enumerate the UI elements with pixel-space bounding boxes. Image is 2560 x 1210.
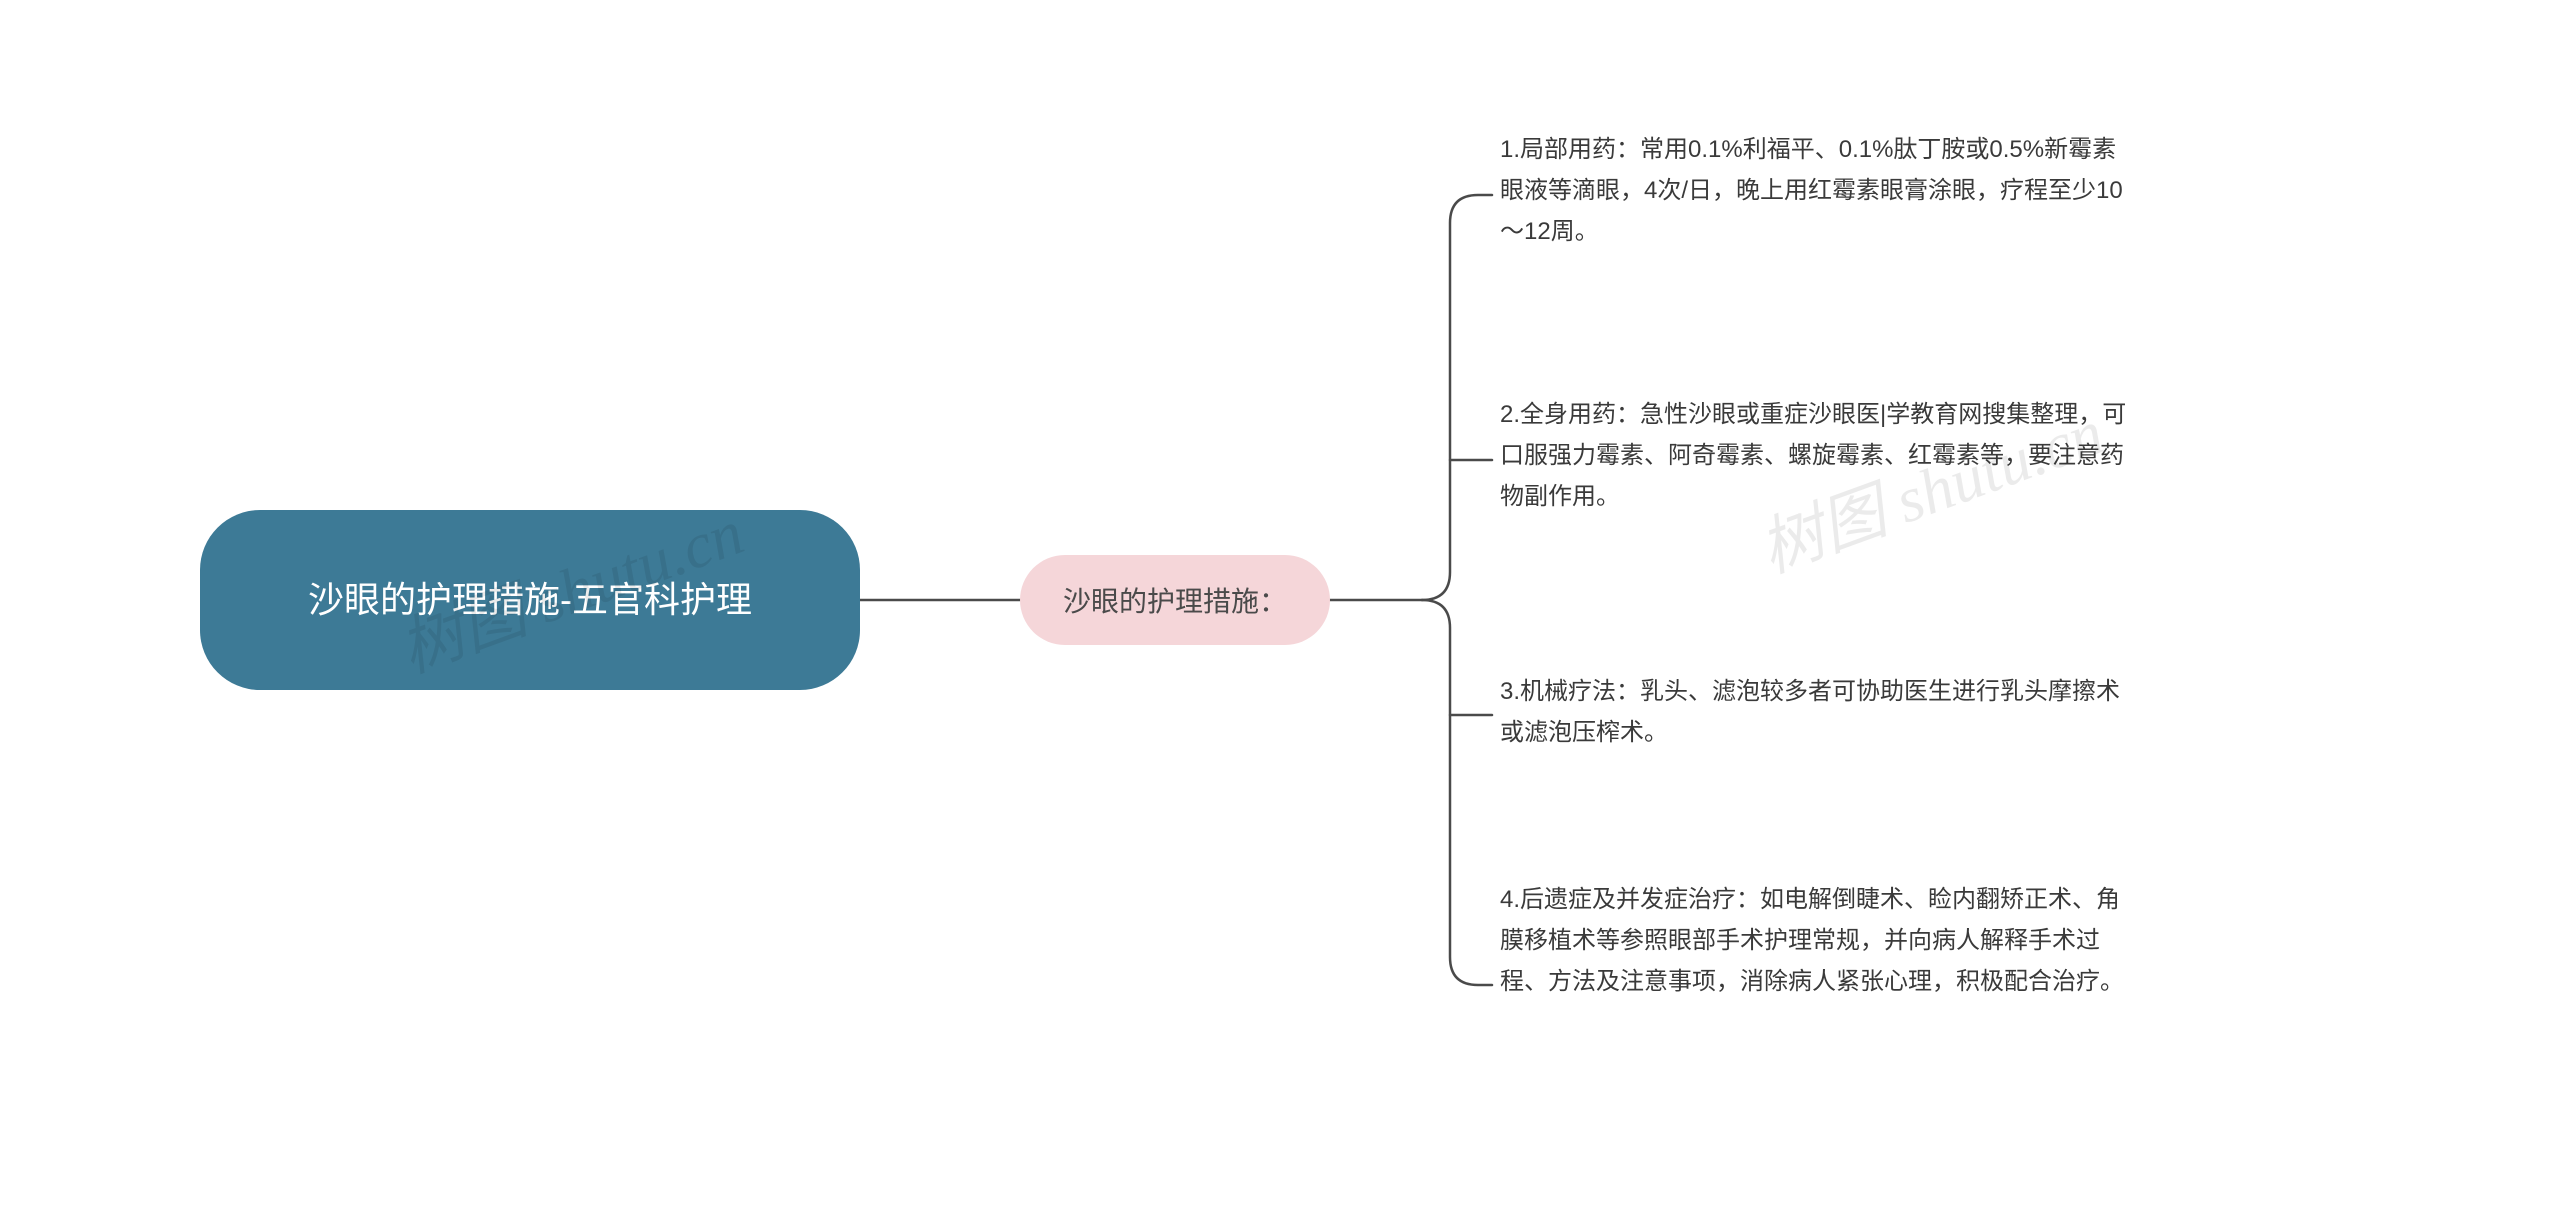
leaf-text: 3.机械疗法：乳头、滤泡较多者可协助医生进行乳头摩擦术或滤泡压榨术。 bbox=[1500, 678, 2120, 746]
leaf-text: 1.局部用药：常用0.1%利福平、0.1%肽丁胺或0.5%新霉素眼液等滴眼，4次… bbox=[1500, 136, 2123, 245]
root-text: 沙眼的护理措施-五官科护理 bbox=[308, 573, 752, 627]
sub-text: 沙眼的护理措施： bbox=[1063, 580, 1287, 620]
leaf-node-3[interactable]: 3.机械疗法：乳头、滤泡较多者可协助医生进行乳头摩擦术或滤泡压榨术。 bbox=[1500, 672, 2140, 754]
leaf-text: 4.后遗症及并发症治疗：如电解倒睫术、睑内翻矫正术、角膜移植术等参照眼部手术护理… bbox=[1500, 886, 2124, 995]
sub-node[interactable]: 沙眼的护理措施： bbox=[1020, 555, 1330, 645]
leaf-node-2[interactable]: 2.全身用药：急性沙眼或重症沙眼医|学教育网搜集整理，可口服强力霉素、阿奇霉素、… bbox=[1500, 395, 2140, 517]
leaf-node-1[interactable]: 1.局部用药：常用0.1%利福平、0.1%肽丁胺或0.5%新霉素眼液等滴眼，4次… bbox=[1500, 130, 2140, 252]
root-node[interactable]: 沙眼的护理措施-五官科护理 bbox=[200, 510, 860, 690]
leaf-node-4[interactable]: 4.后遗症及并发症治疗：如电解倒睫术、睑内翻矫正术、角膜移植术等参照眼部手术护理… bbox=[1500, 880, 2140, 1002]
leaf-text: 2.全身用药：急性沙眼或重症沙眼医|学教育网搜集整理，可口服强力霉素、阿奇霉素、… bbox=[1500, 401, 2126, 510]
